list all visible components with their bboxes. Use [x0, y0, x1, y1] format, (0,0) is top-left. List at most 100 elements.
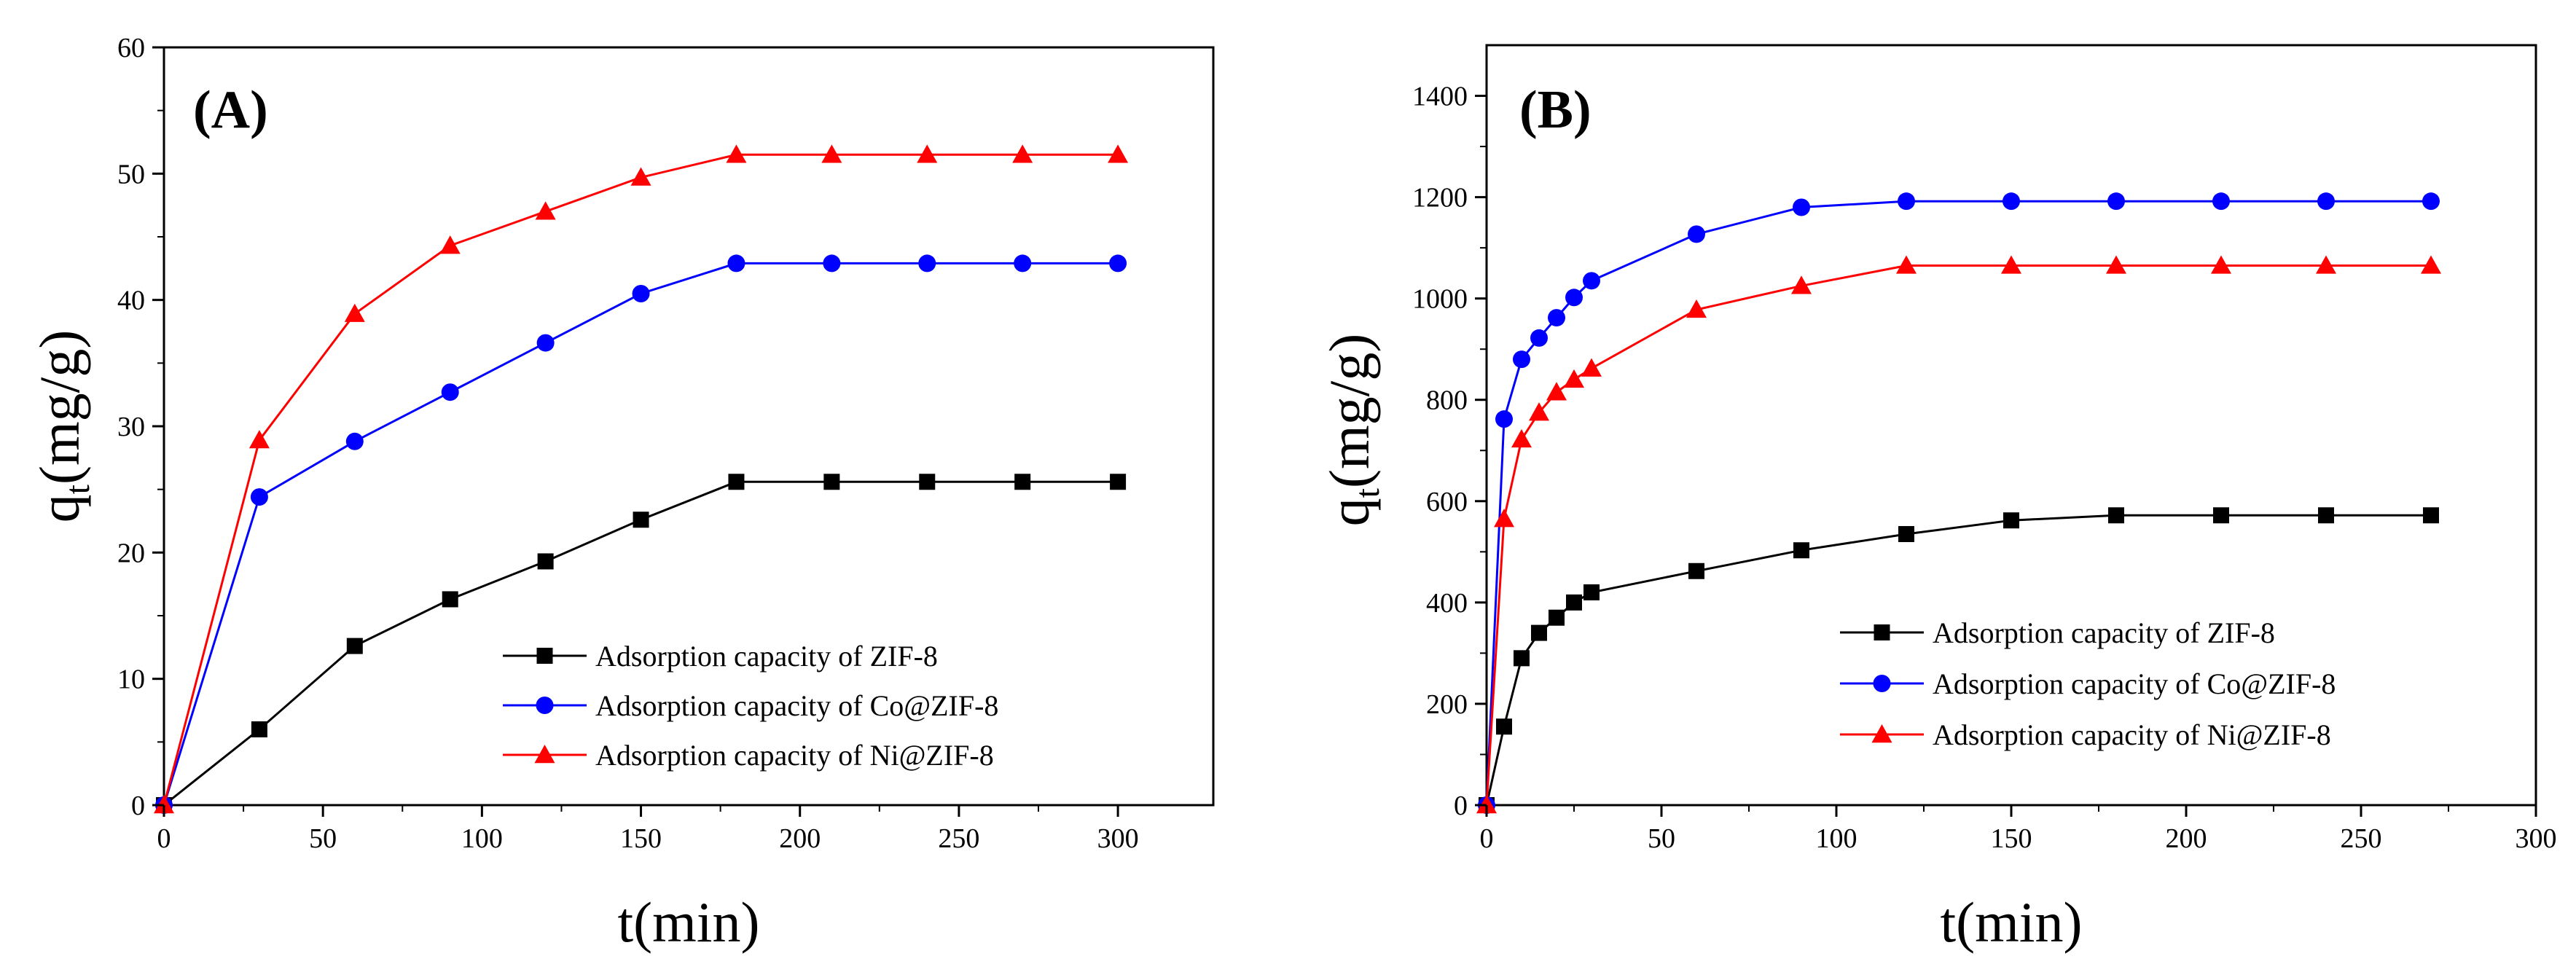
- y-tick-label: 0: [131, 791, 145, 821]
- series-line: [1485, 514, 2431, 806]
- data-point-triangle: [726, 144, 747, 163]
- y-tick-label: 60: [117, 33, 145, 63]
- x-tick-label: 250: [2341, 823, 2382, 854]
- ticks-layer: 0 50 100 150 200 250 300 0 200 400 600 800 1000 1200 1…: [1412, 82, 2557, 854]
- series-layer: [1476, 192, 2441, 814]
- data-point-square: [919, 474, 936, 490]
- legend-item: Adsorption capacity of Ni@ZIF-8: [503, 739, 994, 772]
- data-point-triangle: [1896, 255, 1917, 274]
- data-point-square: [1014, 474, 1031, 490]
- data-point-square: [1496, 718, 1512, 735]
- data-point-circle: [1530, 329, 1548, 347]
- x-tick-label: 250: [938, 823, 979, 854]
- y-tick-label: 800: [1426, 385, 1468, 416]
- legend-label: Adsorption capacity of ZIF-8: [595, 640, 938, 673]
- y-tick-label: 1400: [1412, 82, 1468, 112]
- data-point-circle: [1495, 410, 1513, 428]
- data-point-triangle: [1012, 144, 1033, 163]
- legend-item: Adsorption capacity of ZIF-8: [1840, 616, 2275, 649]
- x-tick-label: 150: [1991, 823, 2032, 854]
- chart-panel-b: 0 50 100 150 200 250 300 0 200 400 600 800 1000 1200 1…: [1318, 44, 2557, 954]
- legend-label: Adsorption capacity of ZIF-8: [1933, 616, 2275, 649]
- y-tick-label: 30: [117, 412, 145, 442]
- data-point-square: [1566, 594, 1582, 611]
- data-point-triangle: [1108, 144, 1129, 163]
- data-point-circle: [1793, 198, 1810, 216]
- series-layer: [154, 144, 1129, 814]
- data-point-square: [1874, 624, 1890, 640]
- data-point-square: [1898, 525, 1914, 542]
- data-point-circle: [1513, 350, 1530, 369]
- data-point-triangle: [917, 144, 938, 163]
- legend-label: Adsorption capacity of Co@ZIF-8: [1933, 667, 2336, 700]
- series-1: [156, 474, 1127, 813]
- x-tick-label: 50: [1648, 823, 1675, 854]
- data-point-triangle: [1511, 428, 1532, 448]
- x-tick-label: 0: [1480, 823, 1494, 854]
- y-tick-label: 200: [1426, 689, 1468, 720]
- data-point-square: [537, 553, 554, 570]
- data-point-triangle: [1581, 358, 1602, 377]
- data-point-triangle: [630, 167, 651, 186]
- data-point-circle: [2422, 192, 2440, 211]
- data-point-triangle: [2421, 255, 2441, 274]
- series-2: [1478, 192, 2440, 814]
- y-tick-label: 20: [117, 538, 145, 568]
- data-point-square: [2318, 507, 2334, 524]
- legend-item: Adsorption capacity of Co@ZIF-8: [1840, 667, 2336, 700]
- y-tick-label: 40: [117, 286, 145, 316]
- data-point-circle: [1688, 225, 1705, 243]
- data-point-circle: [536, 697, 554, 714]
- x-tick-label: 200: [779, 823, 821, 854]
- data-point-circle: [1583, 272, 1600, 290]
- data-point-triangle: [344, 303, 365, 322]
- x-tick-label: 100: [461, 823, 503, 854]
- legend: Adsorption capacity of ZIF-8 Adsorption c…: [503, 640, 998, 772]
- y-tick-label: 10: [117, 665, 145, 695]
- data-point-circle: [1873, 675, 1891, 692]
- data-point-circle: [2003, 192, 2020, 211]
- data-point-square: [1514, 650, 1530, 667]
- data-point-square: [633, 511, 649, 528]
- series-2: [155, 254, 1127, 814]
- legend-item: Adsorption capacity of Co@ZIF-8: [503, 689, 998, 722]
- data-point-circle: [1565, 289, 1583, 307]
- data-point-square: [1583, 584, 1600, 600]
- data-point-square: [2108, 507, 2124, 524]
- x-tick-label: 50: [309, 823, 337, 854]
- data-point-circle: [918, 254, 936, 273]
- ticks-layer: 0 50 100 150 200 250 300 0 10 20 30 40 50 60: [117, 33, 1139, 854]
- data-point-triangle: [439, 235, 461, 254]
- data-point-circle: [536, 334, 555, 352]
- data-point-square: [823, 474, 840, 490]
- data-point-circle: [1548, 309, 1565, 327]
- y-axis-title: qt(mg/g): [1318, 334, 1387, 527]
- y-tick-label: 1200: [1412, 183, 1468, 213]
- x-tick-label: 100: [1816, 823, 1857, 854]
- y-tick-label: 1000: [1412, 284, 1468, 315]
- y-axis-title-main: q: [1318, 498, 1381, 526]
- legend: Adsorption capacity of ZIF-8 Adsorption c…: [1840, 616, 2336, 751]
- y-axis-title-subscript: t: [1348, 487, 1387, 498]
- y-tick-label: 50: [117, 159, 145, 189]
- series-line: [163, 262, 1119, 806]
- data-point-triangle: [1564, 369, 1584, 388]
- x-tick-label: 150: [620, 823, 662, 854]
- data-point-square: [1688, 562, 1704, 579]
- y-tick-label: 400: [1426, 588, 1468, 619]
- y-axis-title-unit: (mg/g): [28, 330, 91, 485]
- series-1: [1479, 507, 2439, 813]
- data-point-circle: [1898, 192, 1915, 211]
- data-point-circle: [727, 254, 745, 273]
- series-line: [1485, 200, 2431, 806]
- data-point-circle: [2212, 192, 2230, 211]
- data-point-square: [2213, 507, 2229, 524]
- data-point-square: [2423, 507, 2439, 524]
- legend-item: Adsorption capacity of ZIF-8: [503, 640, 938, 673]
- data-point-circle: [1109, 254, 1127, 273]
- panel-label: (A): [193, 80, 268, 140]
- data-point-square: [442, 591, 458, 608]
- x-tick-label: 0: [157, 823, 171, 854]
- data-point-square: [2003, 512, 2019, 529]
